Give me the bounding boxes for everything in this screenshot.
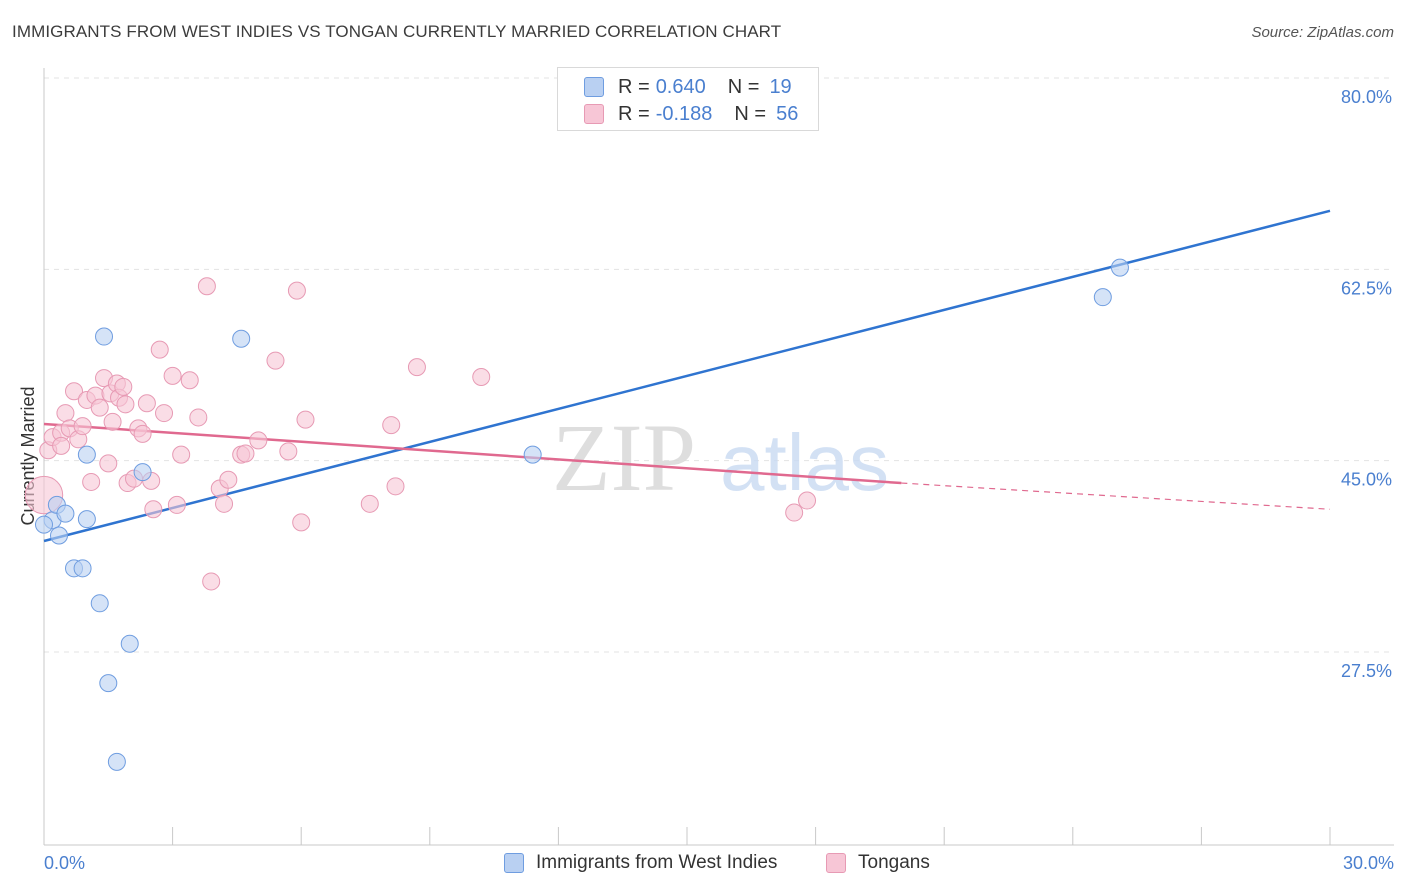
tongans-point [167, 495, 186, 514]
legend-r-value: -0.188 [655, 102, 713, 125]
tongans-point [90, 398, 109, 417]
legend-r-label: R = [618, 75, 650, 98]
west-indies-point [120, 634, 139, 653]
tongans-point [292, 513, 311, 532]
west-indies-point [90, 594, 109, 613]
tongans-point [287, 281, 306, 300]
legend-item-west-indies[interactable]: Immigrants from West Indies [504, 852, 777, 874]
tongans-point [785, 503, 804, 522]
tongans-point [382, 416, 401, 435]
tongans-point [197, 277, 216, 296]
legend-item-tongans[interactable]: Tongans [826, 852, 930, 874]
tongans-point [103, 412, 122, 431]
west-indies-point [50, 526, 69, 545]
tongans-point [73, 417, 92, 436]
tongans-point [472, 367, 491, 386]
west-indies-points [35, 258, 1129, 771]
west-indies-point [107, 752, 126, 771]
tongans-point [215, 494, 234, 513]
tongans-point [155, 404, 174, 423]
tongans-point [236, 444, 255, 463]
west-indies-point [73, 559, 92, 578]
west-indies-point [232, 329, 251, 348]
tongans-point [266, 351, 285, 370]
y-tick-label: 27.5% [1341, 661, 1392, 681]
tongans-point [202, 572, 221, 591]
x-tick-marks [172, 827, 1331, 845]
west-indies-point [523, 445, 542, 464]
west-indies-point [1093, 288, 1112, 307]
legend-swatch-pink [584, 104, 604, 124]
legend-n-label: N = [734, 102, 767, 125]
tongans-point [180, 371, 199, 390]
west-indies-point [77, 510, 96, 529]
legend-label: Tongans [858, 852, 930, 873]
tongans-point [407, 358, 426, 377]
west-indies-point [99, 674, 118, 693]
tongans-point [114, 377, 133, 396]
legend-row-tongans: R = -0.188 N = 56 [584, 102, 798, 126]
tongans-point [219, 470, 238, 489]
west-indies-point [95, 327, 114, 346]
tongans-point [82, 472, 101, 491]
x-tick-labels: 0.0% 30.0% [44, 853, 1394, 873]
trend-line-tongans-extension [901, 482, 1331, 510]
tongans-point [99, 454, 118, 473]
tongans-point [386, 477, 405, 496]
x-tick-label: 30.0% [1343, 853, 1394, 873]
tongans-point [798, 491, 817, 510]
chart-title: IMMIGRANTS FROM WEST INDIES VS TONGAN CU… [12, 22, 782, 41]
tongans-point [163, 366, 182, 385]
tongans-point [144, 500, 163, 519]
west-indies-point [133, 463, 152, 482]
y-tick-label: 45.0% [1341, 470, 1392, 490]
x-tick-label: 0.0% [44, 853, 85, 873]
legend-swatch-blue [504, 853, 524, 873]
tongans-point [279, 442, 298, 461]
tongans-point [137, 394, 156, 413]
west-indies-point [77, 445, 96, 464]
tongans-point [56, 404, 75, 423]
tongans-point [65, 382, 84, 401]
y-tick-label: 62.5% [1341, 278, 1392, 298]
tongans-point [150, 340, 169, 359]
legend-r-value: 0.640 [655, 75, 706, 98]
watermark-zip: ZIP [552, 404, 696, 511]
legend-swatch-pink [826, 853, 846, 873]
series-legend: Immigrants from West Indies Tongans [0, 852, 1406, 878]
tongans-point [249, 431, 268, 450]
y-tick-labels: 80.0% 62.5% 45.0% 27.5% [1341, 87, 1392, 681]
source-credit: Source: ZipAtlas.com [1251, 24, 1394, 41]
west-indies-point [35, 515, 53, 534]
legend-label: Immigrants from West Indies [536, 852, 778, 873]
y-tick-label: 80.0% [1341, 87, 1392, 107]
tongans-point [52, 436, 71, 455]
legend-r-label: R = [618, 102, 650, 125]
tongans-point [360, 494, 379, 513]
tongans-point [296, 410, 315, 429]
trend-line-tongans [43, 422, 902, 485]
west-indies-point [1110, 258, 1129, 277]
tongans-point [133, 424, 152, 443]
legend-n-label: N = [727, 75, 760, 98]
tongans-point [189, 408, 208, 427]
west-indies-point [56, 504, 75, 523]
tongans-point [116, 395, 135, 414]
watermark: ZIP atlas [552, 404, 889, 511]
tongans-point [172, 445, 191, 464]
legend-swatch-blue [584, 77, 604, 97]
legend-n-value: 19 [769, 75, 792, 98]
tongans-points [24, 277, 817, 591]
legend-n-value: 56 [776, 102, 799, 125]
legend-row-west-indies: R = 0.640 N = 19 [584, 75, 792, 99]
correlation-legend: R = 0.640 N = 19 R = -0.188 N = 56 [557, 67, 819, 131]
grid-lines [44, 77, 1394, 653]
